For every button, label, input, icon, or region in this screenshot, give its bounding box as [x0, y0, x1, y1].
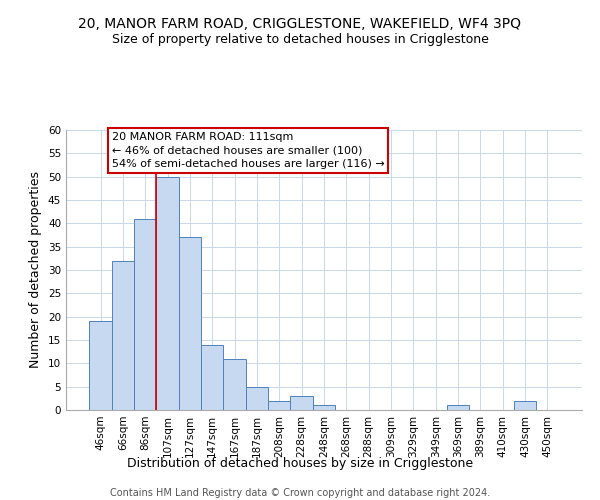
Bar [290, 396, 313, 410]
Bar [201, 344, 223, 410]
Text: Distribution of detached houses by size in Crigglestone: Distribution of detached houses by size … [127, 458, 473, 470]
Bar [447, 406, 469, 410]
Bar [246, 386, 268, 410]
Bar [268, 400, 290, 410]
Bar [112, 260, 134, 410]
Text: 20, MANOR FARM ROAD, CRIGGLESTONE, WAKEFIELD, WF4 3PQ: 20, MANOR FARM ROAD, CRIGGLESTONE, WAKEF… [79, 18, 521, 32]
Text: Contains HM Land Registry data © Crown copyright and database right 2024.
Contai: Contains HM Land Registry data © Crown c… [88, 488, 512, 500]
Bar [134, 218, 157, 410]
Bar [179, 238, 201, 410]
Bar [89, 322, 112, 410]
Text: Size of property relative to detached houses in Crigglestone: Size of property relative to detached ho… [112, 32, 488, 46]
Text: 20 MANOR FARM ROAD: 111sqm
← 46% of detached houses are smaller (100)
54% of sem: 20 MANOR FARM ROAD: 111sqm ← 46% of deta… [112, 132, 385, 168]
Bar [313, 406, 335, 410]
Bar [514, 400, 536, 410]
Y-axis label: Number of detached properties: Number of detached properties [29, 172, 43, 368]
Bar [223, 358, 246, 410]
Bar [157, 176, 179, 410]
